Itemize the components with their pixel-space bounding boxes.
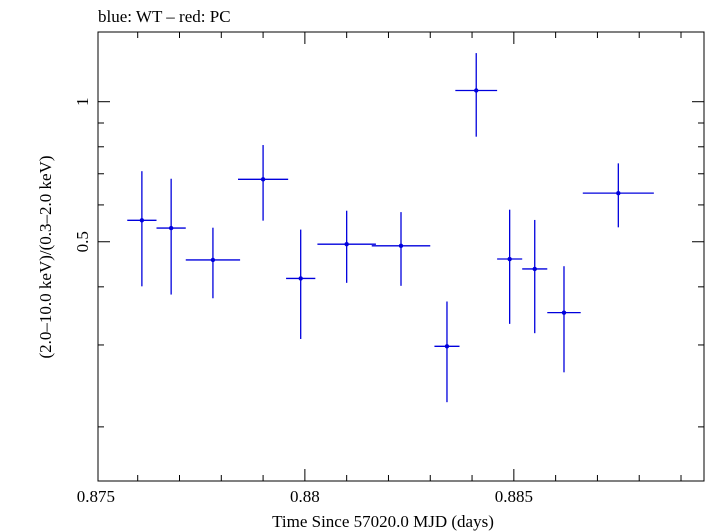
point-marker xyxy=(616,190,621,196)
x-tick-label: 0.875 xyxy=(77,487,115,506)
point-marker xyxy=(298,276,303,281)
data-point xyxy=(582,163,654,228)
point-marker xyxy=(139,218,145,223)
chart-title: blue: WT – red: PC xyxy=(98,7,231,26)
point-marker xyxy=(398,243,404,249)
x-axis-label: Time Since 57020.0 MJD (days) xyxy=(272,512,494,531)
point-marker xyxy=(344,241,349,247)
data-point xyxy=(497,209,523,324)
y-tick-label: 0.5 xyxy=(73,231,92,252)
data-series xyxy=(127,53,654,403)
point-marker xyxy=(444,344,450,349)
data-point xyxy=(455,53,498,137)
point-marker xyxy=(210,257,216,263)
x-axis: 0.875 0.88 0.885 xyxy=(77,32,682,506)
y-tick-label: 1 xyxy=(73,97,92,106)
data-point xyxy=(371,212,431,286)
y-axis-label: (2.0–10.0 keV)/(0.3–2.0 keV) xyxy=(36,155,55,358)
point-marker xyxy=(532,266,537,272)
point-marker xyxy=(474,88,479,93)
y-axis: 0.51 xyxy=(73,97,704,428)
point-marker xyxy=(561,310,567,315)
data-point xyxy=(185,227,241,299)
data-point xyxy=(156,178,186,295)
data-point xyxy=(522,219,548,334)
data-point xyxy=(317,210,376,283)
plot-frame xyxy=(97,31,705,482)
data-point xyxy=(286,229,316,339)
point-marker xyxy=(260,177,266,182)
point-marker xyxy=(168,225,174,231)
x-tick-label: 0.885 xyxy=(495,487,533,506)
data-point xyxy=(127,171,157,287)
data-point xyxy=(434,301,460,403)
data-point xyxy=(238,145,289,221)
data-point xyxy=(547,266,581,373)
x-tick-label: 0.88 xyxy=(290,487,320,506)
point-marker xyxy=(507,256,512,262)
